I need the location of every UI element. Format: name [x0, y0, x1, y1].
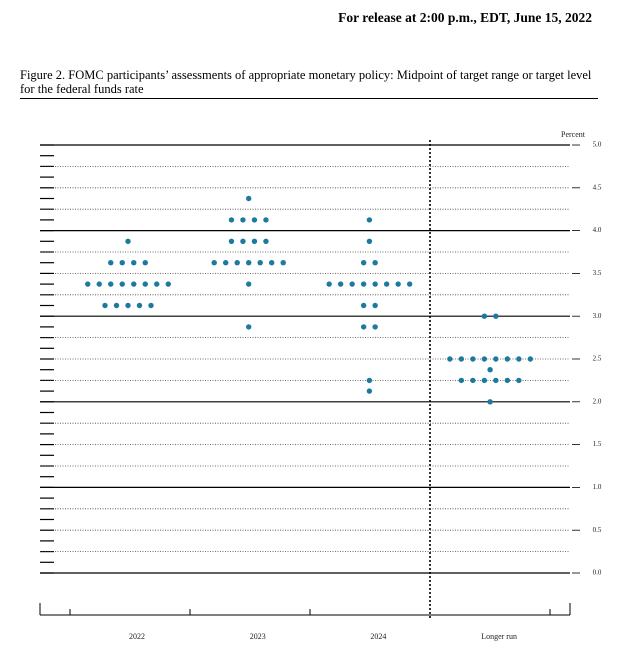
dot — [349, 281, 355, 287]
dot — [263, 217, 269, 223]
dot — [504, 377, 511, 384]
y-tick-label: 3.0 — [593, 312, 602, 320]
dot — [516, 356, 522, 362]
dot — [269, 260, 275, 266]
dot — [246, 195, 252, 202]
dot — [142, 260, 148, 266]
dot — [470, 356, 476, 362]
dot — [372, 281, 378, 287]
dot — [131, 260, 137, 266]
dot — [240, 238, 246, 244]
dot — [263, 238, 269, 244]
dot — [481, 356, 488, 362]
dot — [493, 377, 499, 384]
x-tick-label: 2022 — [129, 632, 145, 641]
dot — [337, 281, 344, 287]
dot — [493, 313, 499, 319]
dot — [280, 260, 286, 266]
dot — [142, 281, 148, 287]
dot — [257, 260, 263, 266]
dot — [240, 217, 246, 223]
dot — [85, 281, 91, 287]
dot — [108, 281, 114, 287]
y-axis-label: Percent — [561, 130, 586, 139]
dot — [481, 377, 488, 384]
dot — [136, 302, 143, 309]
dot — [228, 217, 235, 223]
dot — [487, 399, 493, 405]
dot — [470, 377, 476, 384]
dot — [504, 356, 511, 362]
y-tick-label: 5.0 — [593, 141, 602, 149]
x-axis — [39, 603, 571, 616]
dot — [246, 260, 252, 266]
chart-title: Figure 2. FOMC participants’ assessments… — [20, 68, 598, 99]
dot — [154, 281, 160, 287]
dot — [165, 281, 171, 287]
y-tick-label: 0.0 — [593, 569, 602, 577]
dot — [96, 281, 102, 287]
dot — [125, 302, 131, 309]
dot — [113, 302, 120, 309]
y-tick-label: 2.5 — [593, 355, 602, 363]
dot — [131, 281, 137, 287]
dot — [360, 324, 367, 330]
dot — [458, 356, 465, 362]
dot — [360, 302, 367, 309]
y-tick-label: 4.5 — [593, 183, 602, 191]
dot — [223, 260, 229, 266]
dot — [366, 217, 373, 223]
dot — [406, 281, 413, 287]
dot — [366, 388, 373, 394]
dot — [246, 281, 252, 287]
dot — [211, 260, 217, 266]
dot — [366, 238, 373, 244]
y-tick-label: 0.5 — [593, 526, 602, 534]
dot — [372, 324, 378, 330]
dot — [108, 260, 114, 266]
dot — [516, 377, 522, 384]
release-header: For release at 2:00 p.m., EDT, June 15, … — [338, 10, 592, 25]
dot — [228, 238, 235, 244]
dot — [251, 217, 258, 223]
dot — [372, 302, 378, 309]
dot — [372, 260, 378, 266]
dot — [366, 377, 373, 384]
x-tick-label: 2024 — [370, 632, 386, 641]
dot — [487, 367, 493, 373]
dot — [246, 324, 252, 330]
dot — [447, 356, 453, 362]
y-tick-label: 4.0 — [593, 226, 602, 234]
dot — [148, 302, 154, 309]
dot — [383, 281, 390, 287]
dot — [102, 302, 108, 309]
dot — [481, 313, 488, 319]
x-tick-label: Longer run — [481, 632, 517, 641]
y-tick-label: 1.5 — [593, 440, 602, 448]
dot — [119, 281, 125, 287]
dot — [125, 238, 131, 244]
dot — [395, 281, 401, 287]
y-tick-label: 3.5 — [593, 269, 602, 277]
y-tick-label: 2.0 — [593, 397, 602, 405]
x-tick-label: 2023 — [250, 632, 266, 641]
dot — [119, 260, 125, 266]
dot — [234, 260, 240, 266]
dot — [360, 260, 367, 266]
y-tick-label: 1.0 — [593, 483, 602, 491]
dot — [326, 281, 332, 287]
dot — [458, 377, 465, 384]
dot — [251, 238, 258, 244]
dot — [493, 356, 499, 362]
dot — [527, 356, 534, 362]
dot — [360, 281, 367, 287]
